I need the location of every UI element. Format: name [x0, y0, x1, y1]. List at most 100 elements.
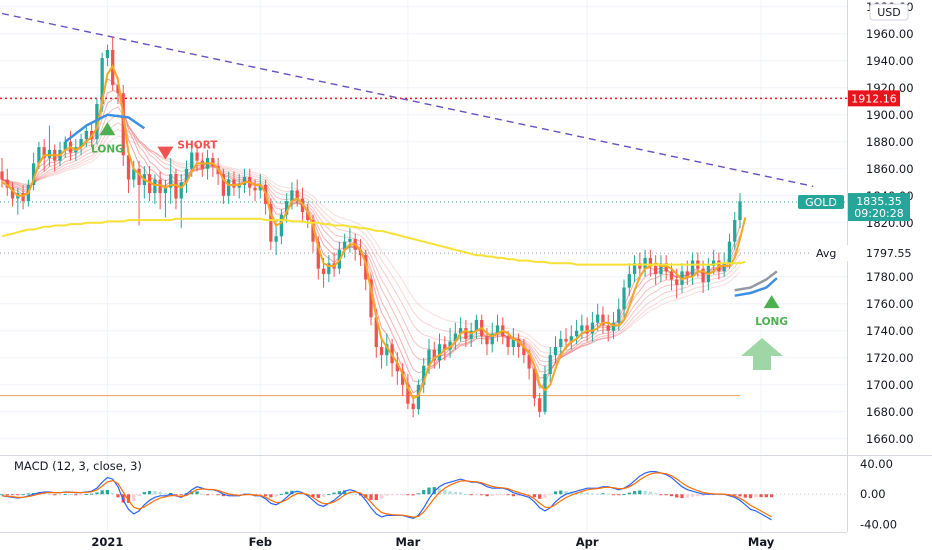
- candle-body: [5, 179, 9, 188]
- macd-histogram-bar: [748, 494, 753, 499]
- macd-histogram-bar: [321, 494, 326, 497]
- macd-tick-label: 40.00: [860, 457, 893, 471]
- macd-histogram-bar: [532, 494, 537, 498]
- candle-body: [622, 287, 626, 310]
- candle-body: [659, 263, 663, 275]
- macd-histogram-bar: [680, 494, 684, 499]
- candle-body: [306, 211, 310, 221]
- price-tag-value: 1835.35: [856, 195, 902, 208]
- time-tick-label: 2021: [91, 535, 123, 549]
- macd-histogram-bar: [648, 491, 653, 495]
- macd-histogram-bar: [274, 494, 278, 497]
- macd-histogram-bar: [63, 493, 67, 495]
- candle-body: [195, 152, 199, 161]
- candle-body: [490, 333, 494, 345]
- candle-body: [669, 271, 674, 280]
- candle-body: [237, 184, 241, 188]
- candle-body: [627, 274, 631, 288]
- candle-body: [200, 160, 204, 169]
- candle-body: [174, 174, 178, 199]
- short-signal-label: SHORT: [177, 140, 218, 152]
- candle-body: [469, 330, 473, 339]
- currency-badge: USD: [869, 3, 909, 21]
- macd-histogram-bar: [601, 493, 605, 495]
- candle-body: [311, 220, 315, 242]
- price-tick-label: 1680.00: [866, 405, 914, 419]
- macd-histogram-bar: [84, 493, 88, 495]
- macd-histogram-bar: [406, 494, 410, 496]
- macd-histogram-bar: [516, 494, 521, 496]
- long-signal-icon: [99, 122, 116, 136]
- macd-histogram-bar: [495, 494, 500, 496]
- macd-histogram-bar: [68, 494, 73, 496]
- candle-body: [548, 355, 552, 374]
- candle-body: [327, 263, 331, 275]
- candle-body: [422, 365, 426, 385]
- macd-histogram-bar: [295, 491, 299, 495]
- candle-body: [274, 236, 278, 242]
- horizontal-levels: [0, 97, 847, 397]
- macd-histogram-bar: [696, 494, 700, 497]
- macd-title: MACD (12, 3, close, 3): [14, 459, 142, 473]
- macd-histogram-bar: [285, 491, 289, 495]
- candle-body: [527, 355, 531, 369]
- macd-histogram-bar: [279, 493, 284, 495]
- long-arrow-icon: [741, 338, 783, 370]
- time-tick-label: Apr: [576, 535, 599, 549]
- macd-histogram-bar: [105, 490, 110, 495]
- macd-histogram-bar: [216, 494, 220, 496]
- macd-pane: [0, 471, 847, 521]
- macd-histogram-bar: [553, 491, 558, 495]
- macd-histogram-bar: [179, 494, 183, 496]
- long-signal-label: LONG: [91, 143, 124, 155]
- candle-body: [348, 238, 352, 242]
- axes: 1660.00 1680.00 1700.00 1720.00 1740.00 1760.…: [91, 0, 913, 549]
- candle-body: [654, 265, 658, 275]
- candle-body: [121, 93, 125, 156]
- candle-body: [574, 330, 579, 337]
- candle-body: [638, 263, 642, 269]
- candle-body: [664, 263, 668, 272]
- macd-histogram-bar: [643, 490, 647, 495]
- macd-histogram-bar: [121, 494, 125, 503]
- macd-histogram-bar: [227, 494, 231, 496]
- macd-histogram-bar: [622, 493, 626, 495]
- grid: [0, 0, 932, 533]
- candle-body: [126, 155, 131, 180]
- price-tick-label: 1780.00: [866, 270, 914, 284]
- macd-histogram-bar: [638, 490, 642, 495]
- macd-histogram-bar: [469, 494, 473, 496]
- candle-body: [158, 179, 162, 194]
- macd-histogram-bar: [137, 494, 141, 497]
- macd-histogram-bar: [632, 491, 637, 495]
- macd-histogram-bar: [395, 494, 399, 496]
- avg-tag-value: 1797.55: [866, 247, 912, 260]
- macd-histogram-bar: [654, 493, 658, 495]
- macd-histogram-bar: [16, 494, 20, 496]
- candle-body: [169, 174, 173, 188]
- macd-histogram-bar: [538, 494, 542, 499]
- price-tag: [848, 193, 910, 222]
- macd-histogram-bar: [738, 494, 742, 497]
- candle-body: [295, 190, 299, 199]
- macd-histogram-bar: [95, 492, 99, 495]
- macd-histogram-bar: [205, 494, 210, 496]
- signals: LONG SHORT LONG: [91, 122, 788, 328]
- candle-body: [453, 333, 457, 342]
- macd-histogram-bar: [733, 494, 737, 496]
- macd-histogram-bar: [142, 492, 146, 495]
- macd-histogram-bar: [337, 491, 342, 495]
- macd-histogram-bar: [163, 493, 168, 495]
- candle-body: [590, 322, 595, 334]
- price-tick-label: 1880.00: [866, 135, 914, 149]
- candle-body: [522, 346, 526, 356]
- candle-body: [506, 336, 510, 347]
- candle-body: [211, 157, 215, 167]
- macd-histogram-bar: [659, 494, 663, 496]
- candle-body: [343, 241, 347, 250]
- candle-body: [559, 338, 563, 347]
- macd-histogram-bar: [5, 494, 9, 496]
- macd-histogram-bar: [132, 494, 136, 501]
- macd-histogram-bar: [89, 493, 94, 495]
